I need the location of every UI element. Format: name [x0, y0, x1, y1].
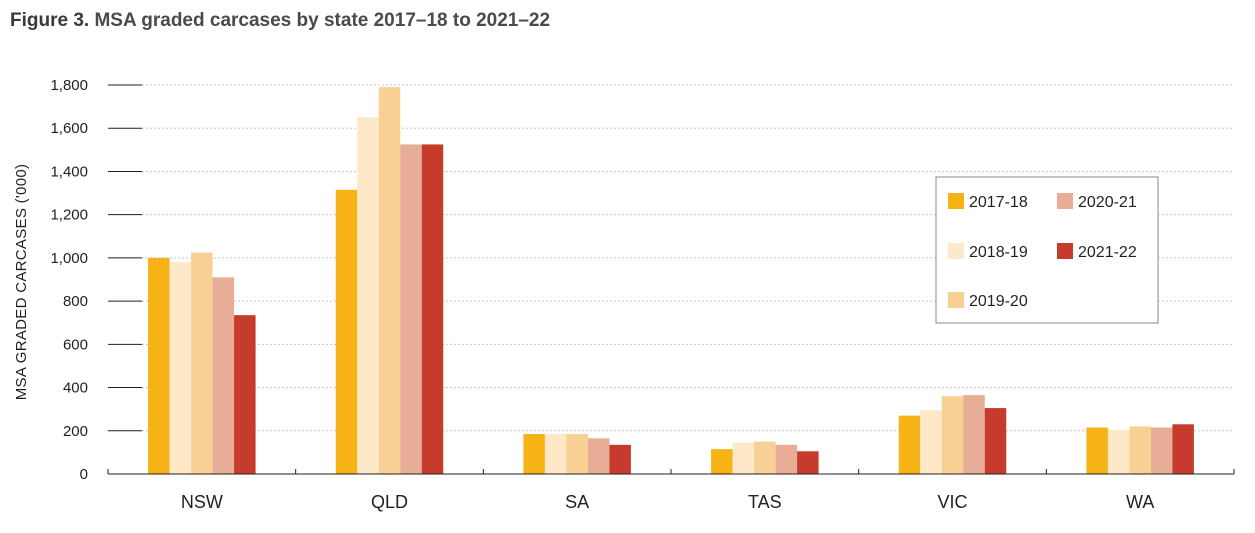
y-tick-label: 1,600 [50, 120, 88, 137]
x-tick-label: SA [565, 492, 589, 512]
bar [169, 262, 192, 474]
gridlines [142, 84, 1234, 432]
bar [378, 87, 401, 475]
y-tick-label: 1,200 [50, 207, 88, 224]
x-tick-label: WA [1126, 492, 1154, 512]
x-tick-label: NSW [181, 492, 223, 512]
legend-label: 2021-22 [1078, 244, 1137, 261]
bar [212, 277, 235, 474]
figure-title: Figure 3. MSA graded carcases by state 2… [10, 10, 550, 32]
legend-swatch [948, 243, 964, 259]
bar [191, 252, 213, 474]
bar [1129, 426, 1151, 474]
bar [1172, 424, 1194, 474]
bars [148, 87, 1194, 475]
bar [400, 144, 422, 475]
y-tick-label: 0 [80, 466, 88, 483]
bar [566, 434, 588, 474]
bar [797, 451, 819, 474]
bar [775, 444, 798, 474]
y-tick-label: 1,400 [50, 163, 88, 180]
bar [421, 144, 444, 475]
y-tick-label: 200 [63, 423, 88, 440]
bar [984, 408, 1007, 474]
bar [148, 257, 170, 474]
figure-number: Figure 3. [10, 10, 90, 31]
x-tick-label: QLD [371, 492, 408, 512]
bar [609, 444, 631, 474]
y-tick-label: 1,800 [50, 77, 88, 94]
bar [941, 396, 964, 474]
y-tick-label: 400 [63, 380, 88, 397]
bar [1086, 427, 1108, 474]
bar [963, 395, 985, 474]
x-axis: NSW QLD SA TAS VIC WA [107, 469, 1235, 512]
bar [898, 415, 921, 474]
bar [234, 315, 256, 474]
bar [754, 441, 776, 474]
legend-swatch [1057, 193, 1073, 209]
legend: 2017-18 2018-19 2019-20 2020-21 2021-22 [935, 176, 1159, 324]
bar [1150, 427, 1173, 474]
x-tick-label: VIC [937, 492, 967, 512]
bar [335, 189, 358, 474]
legend-box [935, 176, 1159, 324]
y-tick-label: 600 [63, 336, 88, 353]
bar [357, 117, 379, 475]
legend-label: 2017-18 [969, 194, 1028, 211]
figure-title-text: MSA graded carcases by state 2017–18 to … [94, 10, 551, 31]
bar [732, 442, 755, 474]
y-tick-label: 1,000 [50, 250, 88, 267]
y-tick-label: 800 [63, 293, 88, 310]
bar [587, 438, 610, 474]
bar [1107, 429, 1130, 474]
y-axis: 0 200 400 600 800 1,000 1,200 1,400 1,600 1,800 [50, 77, 142, 483]
legend-swatch [1057, 243, 1073, 259]
y-axis-label: MSA GRADED CARCASES ('000) [13, 164, 30, 401]
legend-label: 2020-21 [1078, 194, 1137, 211]
bar [711, 449, 733, 474]
bar [544, 434, 567, 474]
bar [920, 410, 942, 474]
legend-swatch [948, 292, 964, 308]
x-tick-label: TAS [748, 492, 782, 512]
legend-label: 2018-19 [969, 244, 1028, 261]
legend-label: 2019-20 [969, 293, 1028, 310]
legend-swatch [948, 193, 964, 209]
bar [523, 434, 545, 474]
